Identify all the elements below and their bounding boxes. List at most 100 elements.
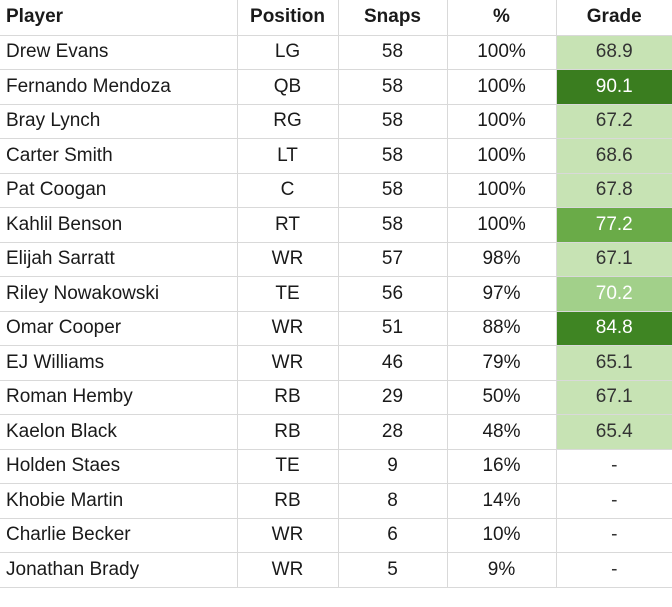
table-header: Player Position Snaps % Grade	[0, 0, 672, 36]
header-grade: Grade	[556, 0, 672, 36]
cell-grade: 67.1	[556, 380, 672, 415]
cell-percent: 100%	[447, 173, 557, 208]
cell-player: Fernando Mendoza	[0, 69, 238, 105]
cell-player: Charlie Becker	[0, 518, 238, 553]
cell-position: RB	[237, 380, 339, 415]
cell-position: WR	[237, 345, 339, 381]
cell-player: Khobie Martin	[0, 483, 238, 519]
table-row: Charlie Becker WR 6 10% -	[0, 518, 672, 553]
cell-position: TE	[237, 276, 339, 312]
table-row: Fernando Mendoza QB 58 100% 90.1	[0, 69, 672, 105]
cell-player: Riley Nowakowski	[0, 276, 238, 312]
cell-player: Pat Coogan	[0, 173, 238, 208]
cell-snaps: 28	[338, 414, 448, 450]
cell-snaps: 58	[338, 104, 448, 139]
cell-position: QB	[237, 69, 339, 105]
table-row: Kahlil Benson RT 58 100% 77.2	[0, 207, 672, 243]
cell-position: WR	[237, 311, 339, 346]
cell-percent: 79%	[447, 345, 557, 381]
cell-grade: -	[556, 552, 672, 588]
table-row: Riley Nowakowski TE 56 97% 70.2	[0, 276, 672, 312]
table-row: Carter Smith LT 58 100% 68.6	[0, 138, 672, 174]
cell-grade: -	[556, 483, 672, 519]
cell-percent: 48%	[447, 414, 557, 450]
cell-snaps: 8	[338, 483, 448, 519]
cell-grade: -	[556, 518, 672, 553]
cell-snaps: 56	[338, 276, 448, 312]
cell-player: Jonathan Brady	[0, 552, 238, 588]
header-snaps: Snaps	[338, 0, 448, 36]
cell-position: WR	[237, 242, 339, 277]
table-row: Pat Coogan C 58 100% 67.8	[0, 173, 672, 208]
cell-player: Kaelon Black	[0, 414, 238, 450]
header-row: Player Position Snaps % Grade	[0, 0, 672, 36]
cell-grade: 67.8	[556, 173, 672, 208]
cell-player: Kahlil Benson	[0, 207, 238, 243]
header-player: Player	[0, 0, 238, 36]
cell-player: Bray Lynch	[0, 104, 238, 139]
cell-grade: 65.1	[556, 345, 672, 381]
cell-snaps: 9	[338, 449, 448, 484]
cell-percent: 100%	[447, 35, 557, 70]
cell-percent: 97%	[447, 276, 557, 312]
table-body: Drew Evans LG 58 100% 68.9 Fernando Mendoza QB…	[0, 35, 672, 588]
cell-percent: 10%	[447, 518, 557, 553]
cell-grade: 68.6	[556, 138, 672, 174]
cell-snaps: 58	[338, 35, 448, 70]
table-row: Holden Staes TE 9 16% -	[0, 449, 672, 484]
cell-grade: 67.1	[556, 242, 672, 277]
cell-grade: 70.2	[556, 276, 672, 312]
cell-position: RG	[237, 104, 339, 139]
table-row: Kaelon Black RB 28 48% 65.4	[0, 414, 672, 450]
cell-percent: 100%	[447, 104, 557, 139]
cell-position: RB	[237, 483, 339, 519]
cell-position: RT	[237, 207, 339, 243]
table-row: Bray Lynch RG 58 100% 67.2	[0, 104, 672, 139]
cell-position: WR	[237, 552, 339, 588]
snap-count-table: Player Position Snaps % Grade Drew Evans…	[0, 0, 672, 588]
cell-percent: 98%	[447, 242, 557, 277]
cell-grade: 77.2	[556, 207, 672, 243]
cell-percent: 50%	[447, 380, 557, 415]
cell-snaps: 29	[338, 380, 448, 415]
cell-snaps: 57	[338, 242, 448, 277]
cell-player: Roman Hemby	[0, 380, 238, 415]
cell-player: Carter Smith	[0, 138, 238, 174]
cell-position: RB	[237, 414, 339, 450]
cell-grade: 90.1	[556, 69, 672, 105]
cell-grade: 68.9	[556, 35, 672, 70]
cell-snaps: 51	[338, 311, 448, 346]
cell-snaps: 58	[338, 69, 448, 105]
cell-percent: 100%	[447, 138, 557, 174]
cell-percent: 100%	[447, 69, 557, 105]
cell-position: TE	[237, 449, 339, 484]
cell-snaps: 58	[338, 173, 448, 208]
table-row: Khobie Martin RB 8 14% -	[0, 483, 672, 519]
cell-position: WR	[237, 518, 339, 553]
cell-grade: 67.2	[556, 104, 672, 139]
cell-grade: -	[556, 449, 672, 484]
table-row: EJ Williams WR 46 79% 65.1	[0, 345, 672, 381]
cell-percent: 14%	[447, 483, 557, 519]
cell-percent: 88%	[447, 311, 557, 346]
header-position: Position	[237, 0, 339, 36]
cell-player: Omar Cooper	[0, 311, 238, 346]
table-row: Omar Cooper WR 51 88% 84.8	[0, 311, 672, 346]
header-percent: %	[447, 0, 557, 36]
cell-position: LT	[237, 138, 339, 174]
cell-player: EJ Williams	[0, 345, 238, 381]
table-row: Jonathan Brady WR 5 9% -	[0, 552, 672, 588]
cell-snaps: 46	[338, 345, 448, 381]
table-row: Drew Evans LG 58 100% 68.9	[0, 35, 672, 70]
cell-percent: 16%	[447, 449, 557, 484]
cell-snaps: 58	[338, 207, 448, 243]
cell-position: C	[237, 173, 339, 208]
cell-grade: 84.8	[556, 311, 672, 346]
cell-player: Drew Evans	[0, 35, 238, 70]
cell-percent: 100%	[447, 207, 557, 243]
cell-snaps: 5	[338, 552, 448, 588]
cell-player: Elijah Sarratt	[0, 242, 238, 277]
cell-snaps: 58	[338, 138, 448, 174]
cell-player: Holden Staes	[0, 449, 238, 484]
cell-snaps: 6	[338, 518, 448, 553]
